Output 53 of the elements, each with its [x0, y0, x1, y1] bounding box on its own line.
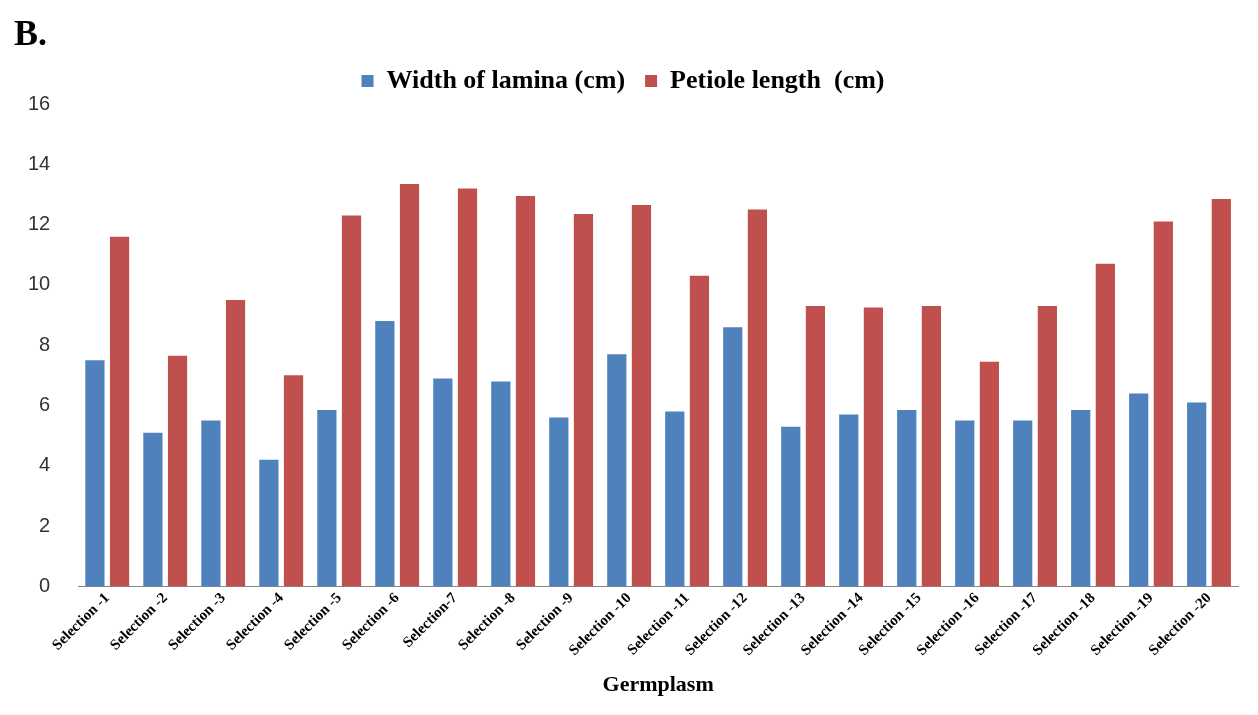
bar: [863, 307, 884, 587]
bar: [1211, 198, 1231, 587]
bar: [491, 381, 511, 587]
bar: [805, 306, 826, 587]
bar: [201, 420, 221, 587]
bar: [341, 215, 362, 587]
bar: [1071, 410, 1091, 587]
bar: [457, 188, 478, 587]
bar: [85, 360, 105, 587]
bar: [549, 417, 569, 587]
bar: [143, 432, 163, 587]
legend-label: Petiole length (cm): [670, 64, 885, 94]
bar: [839, 414, 859, 587]
bar: [225, 299, 246, 587]
bar: [897, 410, 917, 587]
bar: [921, 306, 941, 587]
y-tick-label: 2: [39, 513, 51, 536]
legend-label: Width of lamina (cm): [386, 64, 626, 94]
bar: [665, 411, 685, 587]
y-tick-label: 6: [39, 393, 51, 416]
bar: [375, 321, 395, 587]
bar: [781, 426, 801, 587]
bar: [1037, 306, 1057, 587]
bar: [607, 354, 627, 587]
y-tick-label: 14: [28, 151, 51, 174]
bar: [317, 410, 337, 587]
bar: [573, 214, 594, 587]
bar: [979, 361, 999, 587]
bar: [109, 236, 130, 587]
bar: [1129, 393, 1149, 587]
bar: [1153, 221, 1173, 587]
bar: [689, 275, 710, 587]
bar: [1187, 402, 1207, 587]
bar: [167, 355, 188, 587]
bar: [723, 327, 743, 587]
bar: [955, 420, 975, 587]
bar: [631, 205, 652, 587]
bar: [747, 209, 768, 587]
bar: [259, 459, 279, 587]
bar: [1095, 263, 1115, 587]
y-tick-label: 0: [39, 573, 51, 596]
bar: [283, 375, 304, 587]
y-tick-label: 16: [28, 91, 51, 114]
y-tick-label: 8: [39, 332, 51, 355]
x-axis-title: Germplasm: [602, 671, 714, 697]
bar: [1013, 420, 1033, 587]
bar: [399, 183, 420, 587]
text: B.: [14, 12, 48, 54]
y-tick-label: 12: [28, 212, 51, 235]
bar: [515, 195, 536, 587]
bar: [433, 378, 453, 587]
y-tick-label: 4: [39, 453, 51, 476]
y-tick-label: 10: [28, 272, 51, 295]
